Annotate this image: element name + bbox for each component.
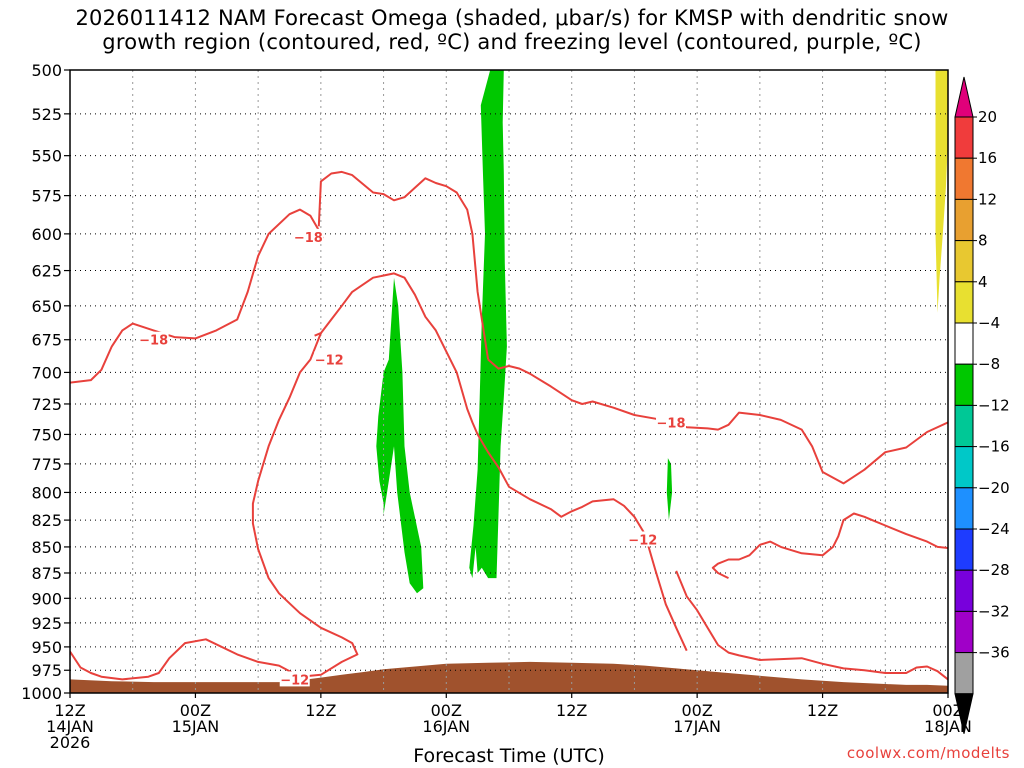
y-tick-label-850: 850	[31, 538, 62, 557]
colorbar-label-12: −28	[978, 561, 1010, 579]
y-tick-label-525: 525	[31, 105, 62, 124]
x-tick-label-1-1: 00Z	[180, 701, 211, 720]
omega-region-5	[666, 458, 673, 521]
y-tick-label-725: 725	[31, 395, 62, 414]
colorbar-label-7: −8	[978, 355, 1000, 373]
contour-line-3	[487, 358, 948, 485]
chart-title: 2026011412 NAM Forecast Omega (shaded, μ…	[0, 6, 1024, 54]
x-axis-title: Forecast Time (UTC)	[413, 745, 604, 767]
x-tick-label-4-1: 12Z	[556, 701, 587, 720]
contour-label-1: −18	[139, 334, 168, 349]
y-tick-label-775: 775	[31, 455, 62, 474]
y-tick-label-800: 800	[31, 483, 62, 502]
contour-label-2: −18	[294, 231, 323, 246]
y-tick-label-650: 650	[31, 297, 62, 316]
colorbar-segment-8	[954, 404, 974, 448]
omega-region-1	[935, 70, 948, 313]
x-tick-label-3-2: 16JAN	[422, 717, 470, 736]
colorbar-segment-4	[954, 240, 974, 283]
contour-line-5	[70, 332, 359, 681]
x-tick-label-0-1: 12Z	[54, 701, 85, 720]
contour-label-bg-4	[656, 414, 687, 430]
y-tick-label-925: 925	[31, 614, 62, 633]
x-tick-label-7-1: 00Z	[932, 701, 963, 720]
colorbar-segment-6	[954, 322, 974, 365]
colorbar-segment-2	[954, 157, 974, 200]
x-tick-label-7-2: 18JAN	[924, 717, 972, 736]
contour-line-6	[711, 512, 948, 579]
contour-label-bg-5	[627, 531, 658, 547]
colorbar-segment-3	[954, 198, 974, 242]
colorbar-label-2: 16	[978, 149, 997, 167]
y-tick-label-875: 875	[31, 564, 62, 583]
contour-label-bg-1	[138, 331, 169, 347]
colorbar-segment-13	[954, 610, 974, 654]
y-tick-label-550: 550	[31, 147, 62, 166]
x-tick-label-1-2: 15JAN	[172, 717, 220, 736]
contour-label-4: −18	[657, 416, 686, 431]
y-tick-label-575: 575	[31, 187, 62, 206]
colorbar-top-arrow	[954, 76, 974, 118]
colorbar-label-6: −4	[978, 314, 1000, 332]
y-tick-label-700: 700	[31, 363, 62, 382]
colorbar-label-13: −32	[978, 602, 1010, 620]
contour-label-bg-3	[314, 351, 345, 367]
y-tick-label-600: 600	[31, 225, 62, 244]
contour-label-bg-6	[279, 671, 310, 687]
omega-region-3	[469, 70, 507, 579]
colorbar-label-1: 20	[978, 108, 997, 126]
colorbar-segment-12	[954, 569, 974, 612]
colorbar-segment-11	[954, 528, 974, 571]
credit-text: coolwx.com/modelts	[846, 744, 1010, 762]
colorbar-segment-14	[954, 652, 974, 695]
y-tick-label-675: 675	[31, 331, 62, 350]
x-tick-label-5-1: 00Z	[681, 701, 712, 720]
colorbar-label-10: −20	[978, 479, 1010, 497]
y-tick-label-825: 825	[31, 511, 62, 530]
x-tick-label-6-1: 12Z	[807, 701, 838, 720]
colorbar-segment-5	[954, 281, 974, 324]
colorbar-label-11: −24	[978, 520, 1010, 538]
contour-line-1	[70, 208, 324, 384]
contour-line-2	[317, 170, 490, 360]
colorbar-segment-1	[954, 116, 974, 159]
contour-label-bg-2	[293, 228, 324, 244]
contour-line-7	[675, 570, 948, 681]
colorbar-label-4: 8	[978, 232, 988, 250]
colorbar-label-5: 4	[978, 273, 988, 291]
colorbar-label-9: −16	[978, 438, 1010, 456]
x-tick-label-2-1: 12Z	[305, 701, 336, 720]
plot-frame	[69, 69, 949, 694]
y-tick-label-975: 975	[31, 661, 62, 680]
y-tick-label-1000: 1000	[21, 684, 62, 703]
x-tick-label-0-2: 14JAN	[46, 717, 94, 736]
x-tick-label-3-1: 00Z	[431, 701, 462, 720]
contour-label-6: −12	[280, 673, 309, 688]
colorbar-label-8: −12	[978, 396, 1010, 414]
colorbar-segment-9	[954, 446, 974, 489]
colorbar-label-14: −36	[978, 644, 1010, 662]
y-tick-label-750: 750	[31, 425, 62, 444]
omega-region-4	[376, 277, 424, 594]
x-tick-label-0-3: 2026	[50, 733, 91, 752]
y-tick-label-900: 900	[31, 589, 62, 608]
colorbar-bottom-arrow	[954, 693, 974, 734]
colorbar-segment-10	[954, 487, 974, 530]
colorbar-segment-7	[954, 363, 974, 406]
y-tick-label-625: 625	[31, 262, 62, 281]
colorbar-label-3: 12	[978, 190, 997, 208]
y-tick-label-500: 500	[31, 61, 62, 80]
chart-title-line2: growth region (contoured, red, ºC) and f…	[102, 30, 922, 54]
x-tick-label-5-2: 17JAN	[673, 717, 721, 736]
chart-title-line1: 2026011412 NAM Forecast Omega (shaded, μ…	[75, 6, 949, 30]
contour-line-4	[314, 272, 688, 652]
y-tick-label-950: 950	[31, 638, 62, 657]
contour-label-3: −12	[315, 353, 344, 368]
contour-label-5: −12	[628, 533, 657, 548]
